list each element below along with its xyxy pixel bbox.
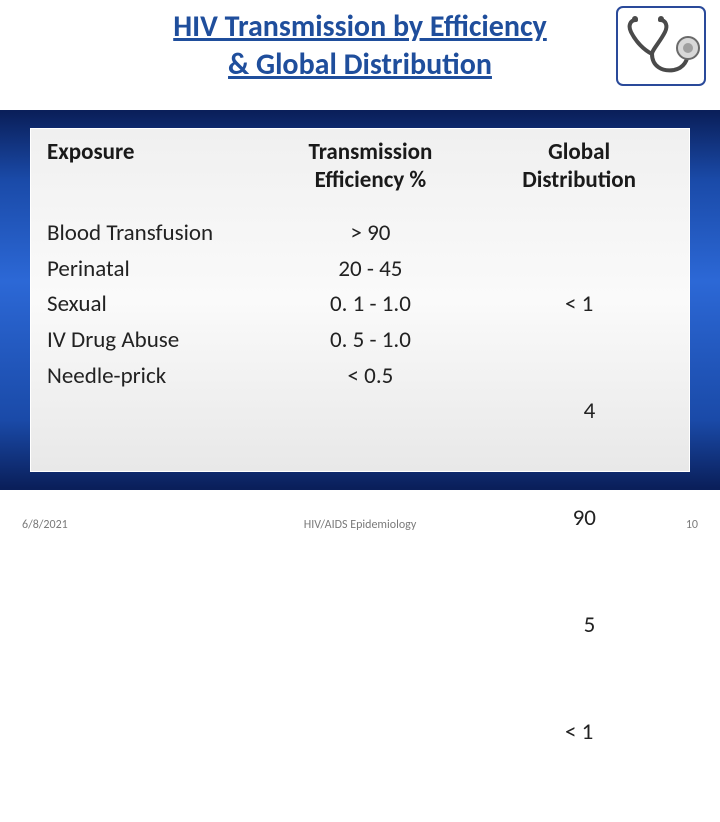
- column-header-exposure: Exposure: [47, 139, 256, 194]
- table-cell: < 0.5: [256, 359, 486, 395]
- title-line-2: & Global Distribution: [0, 46, 720, 84]
- header-text: Exposure: [47, 139, 256, 167]
- data-panel: Exposure Transmission Efficiency % Globa…: [30, 128, 690, 472]
- table-cell: < 1: [485, 715, 673, 751]
- table-cell: Blood Transfusion: [47, 216, 256, 252]
- table-cell: 5: [485, 608, 673, 644]
- footer-date: 6/8/2021: [22, 518, 68, 532]
- column-header-distribution: Global Distribution: [485, 139, 673, 194]
- table-body: Blood Transfusion Perinatal Sexual IV Dr…: [31, 194, 689, 822]
- title-line-1: HIV Transmission by Efficiency: [0, 8, 720, 46]
- footer-center-text: HIV/AIDS Epidemiology: [304, 518, 417, 532]
- footer-page-number: 10: [686, 518, 698, 532]
- header-text: Efficiency %: [256, 167, 486, 195]
- table-cell: < 1: [485, 287, 673, 323]
- slide-footer: 6/8/2021 HIV/AIDS Epidemiology 10: [22, 518, 698, 532]
- table-cell: Perinatal: [47, 252, 256, 288]
- table-cell: 0. 1 - 1.0: [256, 287, 486, 323]
- stethoscope-icon: [616, 6, 706, 86]
- slide-title: HIV Transmission by Efficiency & Global …: [0, 0, 720, 83]
- table-cell: > 90: [256, 216, 486, 252]
- table-cell: 4: [485, 394, 673, 430]
- table-cell: Needle-prick: [47, 359, 256, 395]
- table-header-row: Exposure Transmission Efficiency % Globa…: [31, 129, 689, 194]
- header-text: Global: [485, 139, 673, 167]
- table-cell: 20 - 45: [256, 252, 486, 288]
- table-cell: Sexual: [47, 287, 256, 323]
- column-header-efficiency: Transmission Efficiency %: [256, 139, 486, 194]
- table-cell: 0. 5 - 1.0: [256, 323, 486, 359]
- header-text: Transmission: [256, 139, 486, 167]
- header-text: Distribution: [485, 167, 673, 195]
- table-cell: IV Drug Abuse: [47, 323, 256, 359]
